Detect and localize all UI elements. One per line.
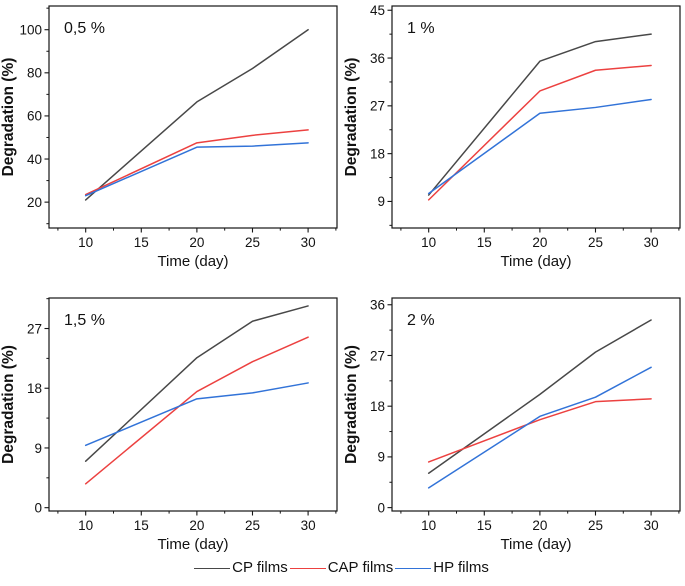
subplot-0-5-percent: 10 15 20 25 30 20 40 60 80 100 Time (day) Degradati… <box>0 0 342 288</box>
chart-corner-label: 0,5 % <box>64 20 105 37</box>
y-tick-label: 18 <box>27 381 42 396</box>
x-tick-label: 25 <box>245 518 260 533</box>
x-tick-label: 25 <box>588 518 603 533</box>
legend-label-cp-films: CP films <box>232 559 288 576</box>
legend-item-hp-films: HP films <box>395 559 491 577</box>
x-tick-label: 10 <box>78 518 93 533</box>
y-tick-label: 36 <box>370 298 385 313</box>
x-tick-label: 30 <box>301 235 316 250</box>
x-tick-label: 15 <box>134 235 149 250</box>
legend-item-cp-films: CP films <box>194 559 290 577</box>
chart-canvas: 10 15 20 25 30 9 18 27 36 45 Time (day) Degradation… <box>343 3 681 270</box>
y-tick-label: 27 <box>27 321 42 336</box>
series-line-hp-films <box>427 98 652 195</box>
x-tick-label: 10 <box>421 518 436 533</box>
x-tick-label: 10 <box>421 235 436 250</box>
x-tick-label: 20 <box>189 235 204 250</box>
series-line-cp-films <box>84 28 309 201</box>
y-tick-label: 36 <box>370 51 385 66</box>
chart-corner-label: 1,5 % <box>64 312 105 329</box>
y-axis-title: Degradation (%) <box>343 345 360 464</box>
x-axis-title: Time (day) <box>157 253 228 270</box>
x-tick-label: 30 <box>644 518 659 533</box>
series-line-cap-films <box>427 398 652 463</box>
y-tick-label: 100 <box>19 23 42 38</box>
plot-frame <box>48 5 338 229</box>
x-tick-label: 30 <box>301 518 316 533</box>
chart-corner-label: 1 % <box>407 20 435 37</box>
series-line-hp-films <box>84 142 309 197</box>
x-tick-label: 20 <box>189 518 204 533</box>
subplot-1-percent: 10 15 20 25 30 9 18 27 36 45 Time (day) Degradation… <box>343 0 685 288</box>
chart-canvas: 10 15 20 25 30 0 9 18 27 Time (day) Degradation (%… <box>0 297 338 552</box>
y-tick-label: 9 <box>34 441 42 456</box>
series-line-cp-films <box>427 319 652 474</box>
x-tick-label: 20 <box>532 518 547 533</box>
x-tick-label: 15 <box>477 518 492 533</box>
x-tick-label: 25 <box>245 235 260 250</box>
cap-films-line-swatch <box>289 567 326 569</box>
x-tick-label: 15 <box>477 235 492 250</box>
hp-films-line-swatch <box>395 567 432 569</box>
plot-frame <box>391 5 681 229</box>
y-tick-label: 60 <box>27 109 42 124</box>
series-line-cap-films <box>427 64 652 201</box>
plot-frame <box>48 297 338 512</box>
x-tick-label: 20 <box>532 235 547 250</box>
series-line-cap-films <box>84 129 309 196</box>
y-axis-title: Degradation (%) <box>0 58 17 177</box>
x-tick-label: 25 <box>588 235 603 250</box>
y-tick-label: 40 <box>27 152 42 167</box>
series-line-cp-films <box>84 305 309 462</box>
y-tick-label: 18 <box>370 146 385 161</box>
series-line-hp-films <box>84 382 309 447</box>
legend-label-hp-films: HP films <box>433 559 489 576</box>
series-line-hp-films <box>427 366 652 489</box>
charts-grid: 10 15 20 25 30 20 40 60 80 100 Time (day) Degradati… <box>0 0 685 552</box>
y-tick-label: 80 <box>27 66 42 81</box>
plot-frame <box>391 297 681 512</box>
y-tick-label: 27 <box>370 348 385 363</box>
x-axis-title: Time (day) <box>500 536 571 552</box>
legend-label-cap-films: CAP films <box>327 559 394 576</box>
legend-item-cap-films: CAP films <box>289 559 396 577</box>
x-tick-label: 30 <box>644 235 659 250</box>
x-axis-title: Time (day) <box>157 536 228 552</box>
subplot-1-5-percent: 10 15 20 25 30 0 9 18 27 Time (day) Degradation (%… <box>0 288 342 552</box>
x-tick-label: 15 <box>134 518 149 533</box>
x-axis-title: Time (day) <box>500 253 571 270</box>
y-axis-title: Degradation (%) <box>343 58 360 177</box>
series-line-cp-films <box>427 33 652 196</box>
subplot-2-percent: 10 15 20 25 30 0 9 18 27 36 Time (day) Degradation … <box>343 288 685 552</box>
chart-corner-label: 2 % <box>407 312 435 329</box>
y-tick-label: 0 <box>34 500 42 515</box>
y-tick-label: 9 <box>377 450 385 465</box>
figure-legend: CP films CAP films HP films <box>0 552 685 586</box>
series-line-cap-films <box>84 336 309 485</box>
chart-canvas: 10 15 20 25 30 0 9 18 27 36 Time (day) Degradation … <box>343 297 681 552</box>
cp-films-line-swatch <box>194 567 231 569</box>
y-tick-label: 20 <box>27 195 42 210</box>
y-axis-title: Degradation (%) <box>0 345 17 464</box>
y-tick-label: 45 <box>370 3 385 18</box>
x-tick-label: 10 <box>78 235 93 250</box>
chart-canvas: 10 15 20 25 30 20 40 60 80 100 Time (day) Degradati… <box>0 5 338 270</box>
y-tick-label: 9 <box>377 194 385 209</box>
y-tick-label: 27 <box>370 99 385 114</box>
y-tick-label: 0 <box>377 500 385 515</box>
y-tick-label: 18 <box>370 399 385 414</box>
